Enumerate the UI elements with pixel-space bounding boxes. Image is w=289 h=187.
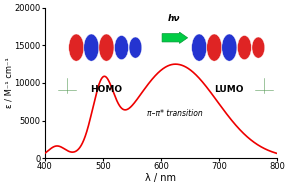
Text: LUMO: LUMO bbox=[215, 85, 244, 94]
Ellipse shape bbox=[222, 34, 237, 61]
Ellipse shape bbox=[238, 36, 251, 60]
Ellipse shape bbox=[192, 34, 207, 61]
Ellipse shape bbox=[99, 34, 114, 61]
Ellipse shape bbox=[84, 34, 99, 61]
Y-axis label: ε / M⁻¹ cm⁻¹: ε / M⁻¹ cm⁻¹ bbox=[4, 58, 13, 108]
FancyArrow shape bbox=[162, 32, 188, 43]
Ellipse shape bbox=[114, 36, 129, 60]
Text: hν: hν bbox=[167, 14, 180, 23]
Ellipse shape bbox=[129, 37, 142, 58]
Ellipse shape bbox=[252, 37, 265, 58]
Ellipse shape bbox=[207, 34, 222, 61]
Text: π–π* transition: π–π* transition bbox=[147, 109, 203, 118]
Ellipse shape bbox=[69, 34, 84, 61]
Text: HOMO: HOMO bbox=[90, 85, 123, 94]
X-axis label: λ / nm: λ / nm bbox=[145, 173, 176, 183]
